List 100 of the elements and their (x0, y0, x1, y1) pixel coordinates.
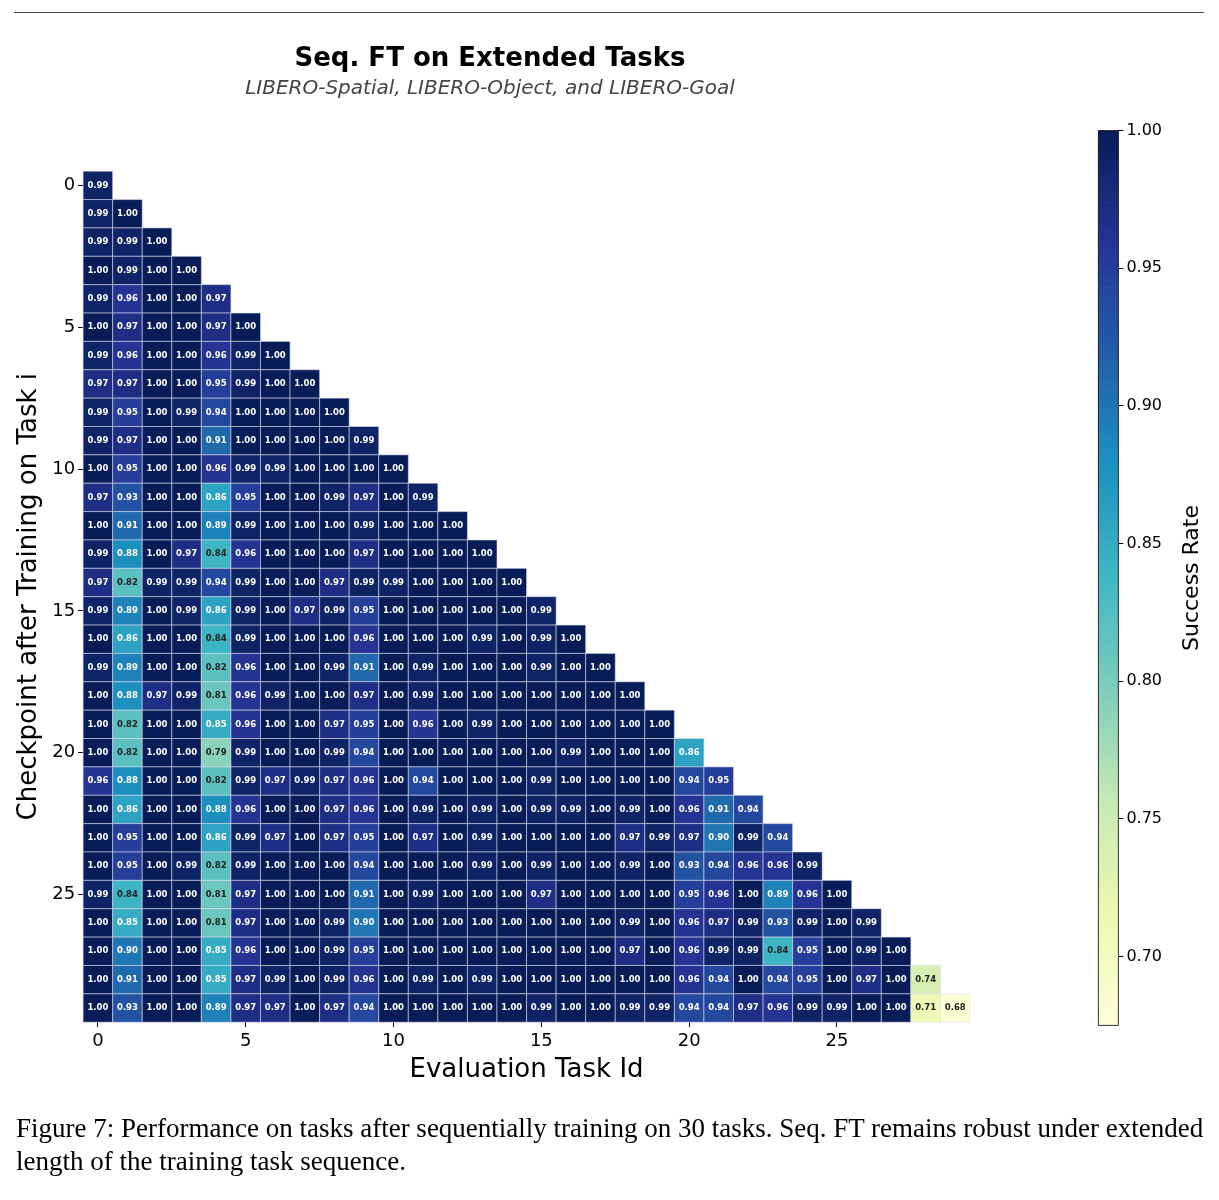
data-label: 1.00 (885, 1002, 907, 1013)
data-label: 1.00 (560, 1002, 582, 1013)
data-label: 1.00 (383, 1002, 405, 1013)
data-label: 0.94 (708, 1002, 730, 1013)
data-label: 1.00 (501, 661, 523, 672)
data-label: 1.00 (264, 917, 286, 928)
data-label: 1.00 (146, 888, 168, 899)
data-label: 0.99 (87, 548, 109, 559)
data-label: 0.99 (530, 605, 552, 616)
data-label: 0.99 (323, 917, 345, 928)
data-label: 1.00 (87, 519, 109, 530)
data-label: 0.99 (530, 661, 552, 672)
data-label: 1.00 (146, 775, 168, 786)
data-label: 1.00 (87, 1002, 109, 1013)
data-label: 1.00 (560, 917, 582, 928)
data-label: 0.99 (87, 605, 109, 616)
data-label: 0.97 (323, 832, 345, 843)
color-bar-label: 0.90 (1126, 395, 1162, 415)
data-label: 1.00 (294, 945, 316, 956)
data-label: 1.00 (294, 406, 316, 417)
data-label: 0.96 (235, 548, 257, 559)
data-label: 1.00 (176, 463, 198, 474)
data-label: 0.99 (530, 1002, 552, 1013)
data-label: 0.94 (708, 860, 730, 871)
data-label: 0.99 (323, 605, 345, 616)
data-label: 0.99 (264, 463, 286, 474)
data-label: 1.00 (353, 463, 375, 474)
data-label: 1.00 (146, 434, 168, 445)
data-label: 0.95 (796, 945, 818, 956)
data-label: 0.85 (205, 973, 227, 984)
data-label: 1.00 (294, 633, 316, 644)
data-label: 0.97 (264, 1002, 286, 1013)
data-label: 1.00 (885, 973, 907, 984)
data-label: 0.99 (619, 803, 641, 814)
data-label: 0.99 (412, 661, 434, 672)
data-label: 1.00 (560, 888, 582, 899)
data-label: 1.00 (383, 718, 405, 729)
data-label: 1.00 (146, 860, 168, 871)
data-label: 0.96 (678, 973, 700, 984)
data-label: 0.99 (737, 945, 759, 956)
data-label: 0.99 (412, 491, 434, 502)
data-label: 0.99 (235, 633, 257, 644)
data-label: 0.96 (796, 888, 818, 899)
data-label: 0.97 (678, 832, 700, 843)
data-label: 0.99 (87, 888, 109, 899)
data-label: 0.85 (116, 917, 139, 928)
data-label: 1.00 (146, 945, 168, 956)
data-label: 1.00 (264, 860, 286, 871)
data-label: 1.00 (235, 434, 257, 445)
data-label: 0.99 (383, 576, 405, 587)
data-label: 1.00 (471, 1002, 493, 1013)
data-label: 1.00 (501, 945, 523, 956)
data-label: 1.00 (649, 945, 671, 956)
data-label: 1.00 (294, 434, 316, 445)
data-label: 0.88 (116, 775, 139, 786)
data-label: 1.00 (176, 491, 198, 502)
data-label: 0.97 (146, 690, 168, 701)
data-label: 0.91 (116, 973, 139, 984)
data-label: 1.00 (146, 661, 168, 672)
data-label: 1.00 (501, 803, 523, 814)
data-label: 1.00 (383, 548, 405, 559)
data-label: 1.00 (383, 463, 405, 474)
color-bar-label: 0.75 (1126, 808, 1162, 828)
data-label: 1.00 (589, 1002, 612, 1013)
data-label: 0.90 (116, 945, 139, 956)
data-label: 0.94 (205, 406, 227, 417)
data-label: 1.00 (737, 973, 759, 984)
data-label: 1.00 (323, 548, 345, 559)
data-label: 0.89 (116, 661, 139, 672)
data-label: 1.00 (383, 633, 405, 644)
data-label: 0.99 (649, 832, 671, 843)
data-label: 1.00 (146, 973, 168, 984)
data-label: 1.00 (412, 576, 434, 587)
data-label: 1.00 (264, 803, 286, 814)
data-label: 1.00 (442, 973, 464, 984)
data-label: 0.97 (235, 888, 257, 899)
data-label: 0.99 (294, 775, 316, 786)
data-label: 0.97 (323, 803, 345, 814)
data-label: 1.00 (471, 576, 493, 587)
data-label: 0.99 (146, 576, 168, 587)
data-label: 1.00 (323, 519, 345, 530)
data-label: 0.84 (116, 888, 139, 899)
data-label: 1.00 (383, 917, 405, 928)
color-bar-label: 0.80 (1126, 670, 1162, 690)
data-label: 1.00 (294, 463, 316, 474)
data-label: 0.99 (116, 264, 139, 275)
data-label: 1.00 (737, 888, 759, 899)
data-label: 1.00 (383, 973, 405, 984)
data-label: 1.00 (294, 576, 316, 587)
data-label: 1.00 (176, 973, 198, 984)
data-label: 0.95 (708, 775, 730, 786)
data-label: 0.95 (116, 860, 139, 871)
data-label: 1.00 (589, 888, 612, 899)
data-label: 0.91 (353, 888, 375, 899)
data-label: 1.00 (856, 1002, 878, 1013)
data-label: 0.97 (235, 1002, 257, 1013)
data-label: 0.94 (767, 973, 789, 984)
data-label: 1.00 (235, 406, 257, 417)
data-label: 0.99 (235, 576, 257, 587)
data-label: 1.00 (826, 888, 848, 899)
